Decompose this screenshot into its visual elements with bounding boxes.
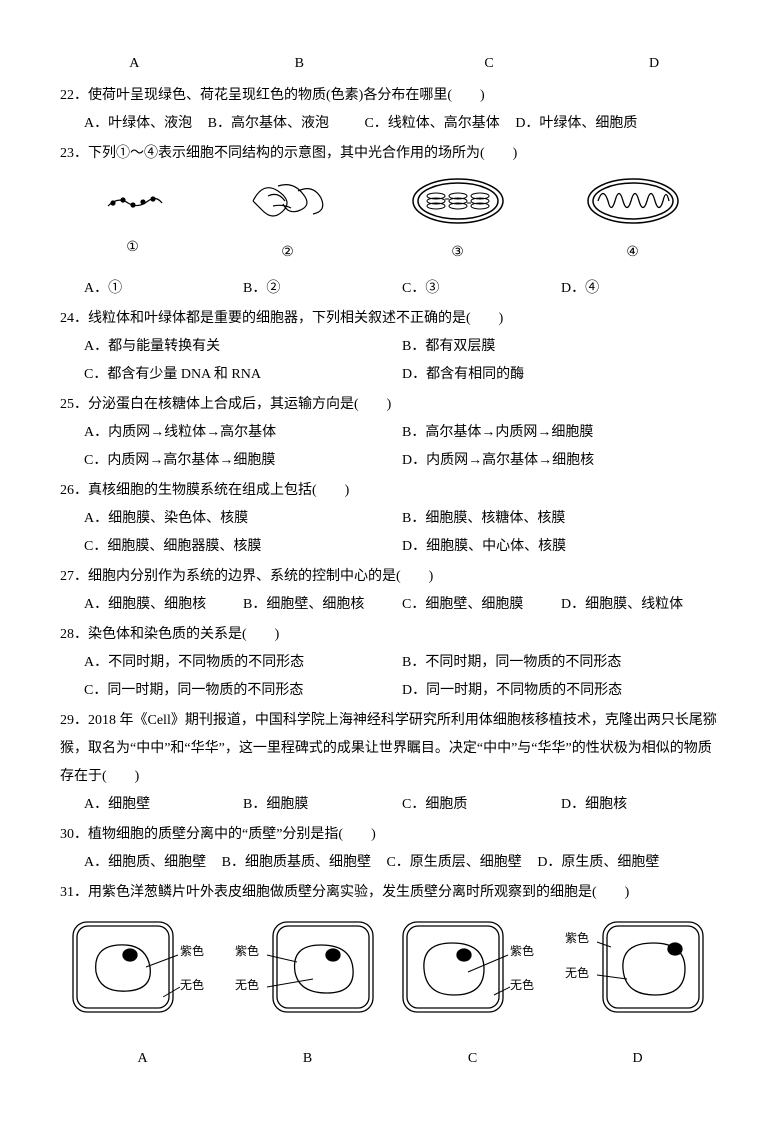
q26-a: A．细胞膜、染色体、核膜 xyxy=(84,505,402,533)
page-header-abcd: A B C D xyxy=(60,50,720,78)
q26-stem: 26．真核细胞的生物膜系统在组成上包括( ) xyxy=(60,477,720,505)
q27-a: A．细胞膜、细胞核 xyxy=(84,591,243,619)
q29-c: C．细胞质 xyxy=(402,791,561,819)
question-31: 31．用紫色洋葱鳞片叶外表皮细胞做质壁分离实验，发生质壁分离时所观察到的细胞是(… xyxy=(60,879,720,1073)
hdr-d: D xyxy=(588,50,720,78)
q23-label-2: ② xyxy=(243,239,333,267)
question-23: 23．下列①～④表示细胞不同结构的示意图，其中光合作用的场所为( ) ① ② xyxy=(60,140,720,303)
question-30: 30．植物细胞的质壁分离中的“质壁”分别是指( ) A．细胞质、细胞壁 B．细胞… xyxy=(60,821,720,877)
q22-d: D．叶绿体、细胞质 xyxy=(515,116,637,131)
q31-diag-a: 紫色 无色 A xyxy=(68,917,218,1073)
question-29: 29．2018 年《Cell》期刊报道，中国科学院上海神经科学研究所利用体细胞核… xyxy=(60,707,720,819)
label-colorless: 无色 xyxy=(565,966,589,980)
q23-diag-4: ④ xyxy=(583,176,683,267)
question-25: 25．分泌蛋白在核糖体上合成后，其运输方向是( ) A．内质网→线粒体→高尔基体… xyxy=(60,391,720,475)
q24-c: C．都含有少量 DNA 和 RNA xyxy=(84,361,402,389)
q24-b: B．都有双层膜 xyxy=(402,333,720,361)
q27-stem: 27．细胞内分别作为系统的边界、系统的控制中心的是( ) xyxy=(60,563,720,591)
q30-a: A．细胞质、细胞壁 xyxy=(84,855,206,870)
q29-stem: 29．2018 年《Cell》期刊报道，中国科学院上海神经科学研究所利用体细胞核… xyxy=(60,707,720,791)
q29-a: A．细胞壁 xyxy=(84,791,243,819)
q30-stem: 30．植物细胞的质壁分离中的“质壁”分别是指( ) xyxy=(60,821,720,849)
q31-diag-c: 紫色 无色 C xyxy=(398,917,548,1073)
q23-diag-1: ① xyxy=(98,181,168,262)
question-27: 27．细胞内分别作为系统的边界、系统的控制中心的是( ) A．细胞膜、细胞核 B… xyxy=(60,563,720,619)
q24-stem: 24．线粒体和叶绿体都是重要的细胞器，下列相关叙述不正确的是( ) xyxy=(60,305,720,333)
q29-d: D．细胞核 xyxy=(561,791,720,819)
cell-b-icon: 紫色 无色 xyxy=(233,917,383,1032)
label-purple: 紫色 xyxy=(180,944,204,958)
q23-b: B．② xyxy=(243,275,402,303)
er-icon xyxy=(243,176,333,226)
label-colorless: 无色 xyxy=(180,978,204,992)
q25-d: D．内质网→高尔基体→细胞核 xyxy=(402,447,720,475)
q29-b: B．细胞膜 xyxy=(243,791,402,819)
q23-c: C．③ xyxy=(402,275,561,303)
q23-label-1: ① xyxy=(98,234,168,262)
q31-diag-d: 紫色 无色 D xyxy=(563,917,713,1073)
q28-c: C．同一时期，同一物质的不同形态 xyxy=(84,677,402,705)
label-purple: 紫色 xyxy=(565,931,589,945)
q23-stem: 23．下列①～④表示细胞不同结构的示意图，其中光合作用的场所为( ) xyxy=(60,140,720,168)
q22-a: A．叶绿体、液泡 xyxy=(84,116,192,131)
q22-c: C．线粒体、高尔基体 xyxy=(364,116,499,131)
q28-d: D．同一时期，不同物质的不同形态 xyxy=(402,677,720,705)
q23-diagrams: ① ② xyxy=(60,176,720,267)
q30-b: B．细胞质基质、细胞壁 xyxy=(222,855,371,870)
question-24: 24．线粒体和叶绿体都是重要的细胞器，下列相关叙述不正确的是( ) A．都与能量… xyxy=(60,305,720,389)
q24-d: D．都含有相同的酶 xyxy=(402,361,720,389)
cell-c-icon: 紫色 无色 xyxy=(398,917,548,1032)
q25-stem: 25．分泌蛋白在核糖体上合成后，其运输方向是( ) xyxy=(60,391,720,419)
q31-diag-b: 紫色 无色 B xyxy=(233,917,383,1073)
mitochondria-icon xyxy=(583,176,683,226)
question-22: 22．使荷叶呈现绿色、荷花呈现红色的物质(色素)各分布在哪里( ) A．叶绿体、… xyxy=(60,82,720,138)
label-colorless: 无色 xyxy=(510,978,534,992)
q31-stem: 31．用紫色洋葱鳞片叶外表皮细胞做质壁分离实验，发生质壁分离时所观察到的细胞是(… xyxy=(60,879,720,907)
q27-b: B．细胞壁、细胞核 xyxy=(243,591,402,619)
q25-a: A．内质网→线粒体→高尔基体 xyxy=(84,419,402,447)
q25-b: B．高尔基体→内质网→细胞膜 xyxy=(402,419,720,447)
q31-label-b: B xyxy=(233,1045,383,1073)
question-26: 26．真核细胞的生物膜系统在组成上包括( ) A．细胞膜、染色体、核膜 B．细胞… xyxy=(60,477,720,561)
q26-d: D．细胞膜、中心体、核膜 xyxy=(402,533,720,561)
label-colorless: 无色 xyxy=(235,978,259,992)
q31-label-a: A xyxy=(68,1045,218,1073)
q23-label-3: ③ xyxy=(408,239,508,267)
chloroplast-icon xyxy=(408,176,508,226)
q27-c: C．细胞壁、细胞膜 xyxy=(402,591,561,619)
q22-stem: 22．使荷叶呈现绿色、荷花呈现红色的物质(色素)各分布在哪里( ) xyxy=(60,82,720,110)
label-purple: 紫色 xyxy=(510,944,534,958)
q22-b: B．高尔基体、液泡 xyxy=(208,116,329,131)
hdr-a: A xyxy=(60,50,209,78)
q28-stem: 28．染色体和染色质的关系是( ) xyxy=(60,621,720,649)
q31-label-c: C xyxy=(398,1045,548,1073)
q31-label-d: D xyxy=(563,1045,713,1073)
q30-c: C．原生质层、细胞壁 xyxy=(386,855,521,870)
q23-diag-2: ② xyxy=(243,176,333,267)
q27-d: D．细胞膜、线粒体 xyxy=(561,591,720,619)
q30-d: D．原生质、细胞壁 xyxy=(537,855,659,870)
label-purple: 紫色 xyxy=(235,944,259,958)
hdr-b: B xyxy=(209,50,391,78)
question-28: 28．染色体和染色质的关系是( ) A．不同时期，不同物质的不同形态 B．不同时… xyxy=(60,621,720,705)
q26-b: B．细胞膜、核糖体、核膜 xyxy=(402,505,720,533)
q26-c: C．细胞膜、细胞器膜、核膜 xyxy=(84,533,402,561)
cell-a-icon: 紫色 无色 xyxy=(68,917,218,1032)
q23-label-4: ④ xyxy=(583,239,683,267)
q24-a: A．都与能量转换有关 xyxy=(84,333,402,361)
q23-diag-3: ③ xyxy=(408,176,508,267)
q23-d: D．④ xyxy=(561,275,720,303)
q31-diagrams: 紫色 无色 A 紫色 无色 B xyxy=(60,917,720,1073)
hdr-c: C xyxy=(390,50,588,78)
ribosome-icon xyxy=(98,181,168,221)
q28-b: B．不同时期，同一物质的不同形态 xyxy=(402,649,720,677)
q28-a: A．不同时期，不同物质的不同形态 xyxy=(84,649,402,677)
q25-c: C．内质网→高尔基体→细胞膜 xyxy=(84,447,402,475)
q23-a: A．① xyxy=(84,275,243,303)
cell-d-icon: 紫色 无色 xyxy=(563,917,713,1032)
